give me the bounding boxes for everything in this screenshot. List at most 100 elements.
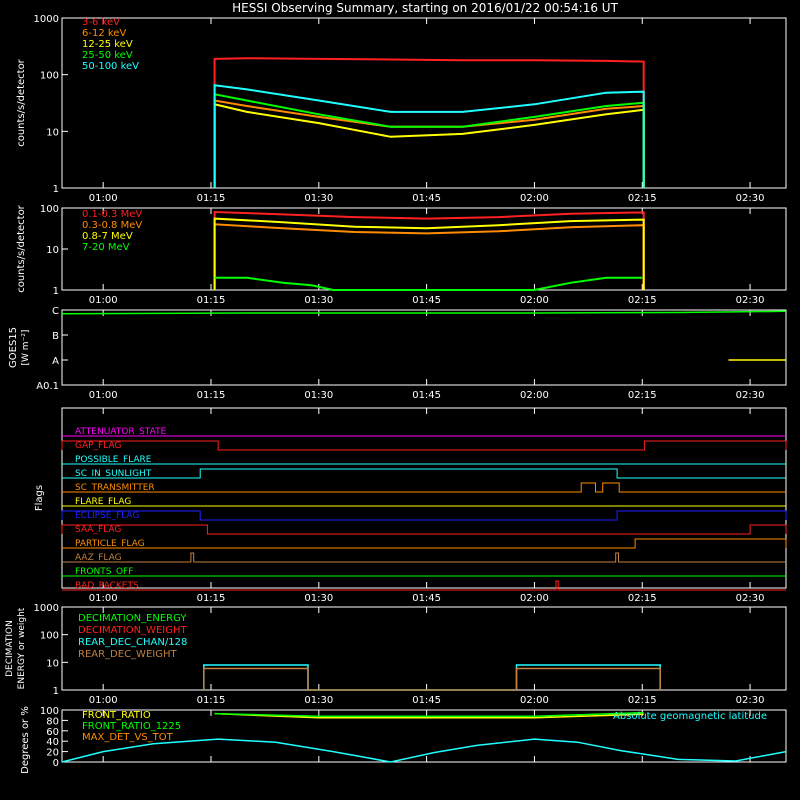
x-tick-label: 01:15: [197, 295, 226, 306]
x-tick-label: 01:30: [304, 193, 333, 204]
panel-frame-5: [61, 709, 787, 763]
y-axis-label: GOES15: [8, 327, 19, 368]
y-tick-label: 1: [53, 686, 59, 697]
legend-entry: DECIMATION_ENERGY: [78, 613, 187, 624]
legend-entry: DECIMATION_WEIGHT: [78, 625, 187, 636]
series-line-0: [213, 210, 645, 290]
y-tick-label: C: [52, 306, 59, 317]
y-axis-label: DECIMATION: [5, 620, 15, 677]
y-tick-label: A: [52, 356, 59, 367]
x-tick-label: 02:15: [628, 295, 657, 306]
x-tick-label: 02:00: [520, 593, 549, 604]
x-tick-label: 02:30: [736, 695, 765, 706]
y-tick-label: 100: [40, 204, 59, 215]
x-tick-label: 01:00: [89, 193, 118, 204]
legend-entry: REAR_DEC_CHAN/128: [78, 637, 187, 648]
y-tick-label: 1000: [34, 603, 59, 614]
flag-label: SAA_FLAG: [75, 525, 121, 535]
series-line-3: [61, 738, 787, 763]
panel-frame-1: [61, 207, 787, 291]
series-line-4: [213, 84, 645, 188]
flag-label: POSSIBLE_FLARE: [75, 455, 152, 465]
chart-title: HESSI Observing Summary, starting on 201…: [232, 1, 618, 15]
flag-line-8: [62, 538, 787, 549]
y-tick-label: 1000: [34, 14, 59, 25]
flag-label: GAP_FLAG: [75, 441, 121, 451]
x-tick-label: 01:00: [89, 390, 118, 401]
y-tick-label: 80: [46, 716, 59, 727]
series-line-0: [61, 310, 787, 315]
flag-label: FRONTS_OFF: [75, 567, 133, 577]
y-tick-label: B: [52, 331, 59, 342]
x-tick-label: 02:00: [520, 295, 549, 306]
series-line-1: [214, 711, 644, 717]
panel-frame-2: [61, 309, 787, 386]
legend-entry: 0.3-0.8 MeV: [82, 220, 142, 231]
y-tick-label: 100: [40, 706, 59, 717]
flag-line-6: [61, 510, 787, 521]
y-tick-label: 20: [46, 748, 59, 759]
flag-label: SC_IN_SUNLIGHT: [75, 469, 152, 479]
y-axis-label: counts/s/detector: [16, 58, 27, 146]
x-tick-label: 01:30: [304, 593, 333, 604]
x-tick-label: 01:15: [197, 193, 226, 204]
x-tick-label: 01:00: [89, 593, 118, 604]
x-tick-label: 02:15: [628, 695, 657, 706]
legend-entry: 25-50 keV: [82, 50, 133, 61]
x-tick-label: 02:15: [628, 390, 657, 401]
y-tick-label: 1: [53, 286, 59, 297]
y-axis-label: Flags: [34, 485, 45, 511]
x-tick-label: 01:00: [89, 295, 118, 306]
x-tick-label: 01:45: [412, 695, 441, 706]
panel-frame-3: [61, 407, 787, 589]
flag-label: FLARE_FLAG: [75, 497, 131, 507]
x-tick-label: 02:00: [520, 695, 549, 706]
legend-entry: 50-100 keV: [82, 61, 139, 72]
x-tick-label: 02:30: [736, 193, 765, 204]
y-axis-label: counts/s/detector: [16, 204, 27, 292]
legend-entry: 0.8-7 MeV: [82, 231, 133, 242]
panel-frame-0: [61, 17, 787, 189]
x-tick-label: 01:45: [412, 390, 441, 401]
legend-entry: 0.1-0.3 MeV: [82, 209, 142, 220]
x-tick-label: 01:15: [197, 390, 226, 401]
y-tick-label: 10: [46, 127, 59, 138]
series-line-3: [214, 276, 643, 291]
flag-line-9: [62, 552, 786, 563]
series-line-3: [203, 667, 661, 691]
y-tick-label: 40: [46, 737, 59, 748]
x-tick-label: 01:45: [412, 193, 441, 204]
y-tick-label: 10: [46, 245, 59, 256]
legend-entry: 7-20 MeV: [82, 242, 130, 253]
y-axis-units: [W m⁻²]: [21, 330, 31, 366]
x-tick-label: 02:00: [520, 193, 549, 204]
legend-entry: Absolute geomagnetic latitude: [613, 711, 767, 722]
legend-entry: FRONT_RATIO_1225: [82, 721, 181, 732]
y-tick-label: 60: [46, 727, 59, 738]
flag-label: BAD_PACKETS: [75, 581, 139, 591]
y-tick-label: 10: [46, 658, 59, 669]
flag-line-4: [62, 482, 786, 493]
x-tick-label: 01:15: [197, 695, 226, 706]
y-tick-label: 1: [53, 184, 59, 195]
legend-entry: MAX_DET_VS_TOT: [82, 732, 174, 743]
flag-label: SC_TRANSMITTER: [75, 483, 155, 493]
x-tick-label: 01:00: [89, 695, 118, 706]
y-axis-label: ENERGY or weight: [17, 607, 27, 689]
x-tick-label: 02:00: [520, 390, 549, 401]
legend-entry: FRONT_RATIO: [82, 710, 151, 721]
series-line-1: [213, 223, 645, 290]
x-tick-label: 02:30: [736, 295, 765, 306]
y-tick-label: 100: [40, 71, 59, 82]
flag-label: PARTICLE_FLAG: [75, 539, 145, 549]
x-tick-label: 01:30: [304, 390, 333, 401]
x-tick-label: 01:15: [197, 593, 226, 604]
flag-line-1: [61, 440, 787, 451]
flag-line-3: [62, 468, 786, 479]
legend-entry: REAR_DEC_WEIGHT: [78, 649, 177, 660]
legend-entry: 12-25 keV: [82, 39, 133, 50]
flag-line-7: [61, 524, 787, 535]
flag-line-11: [62, 580, 786, 591]
x-tick-label: 02:15: [628, 593, 657, 604]
